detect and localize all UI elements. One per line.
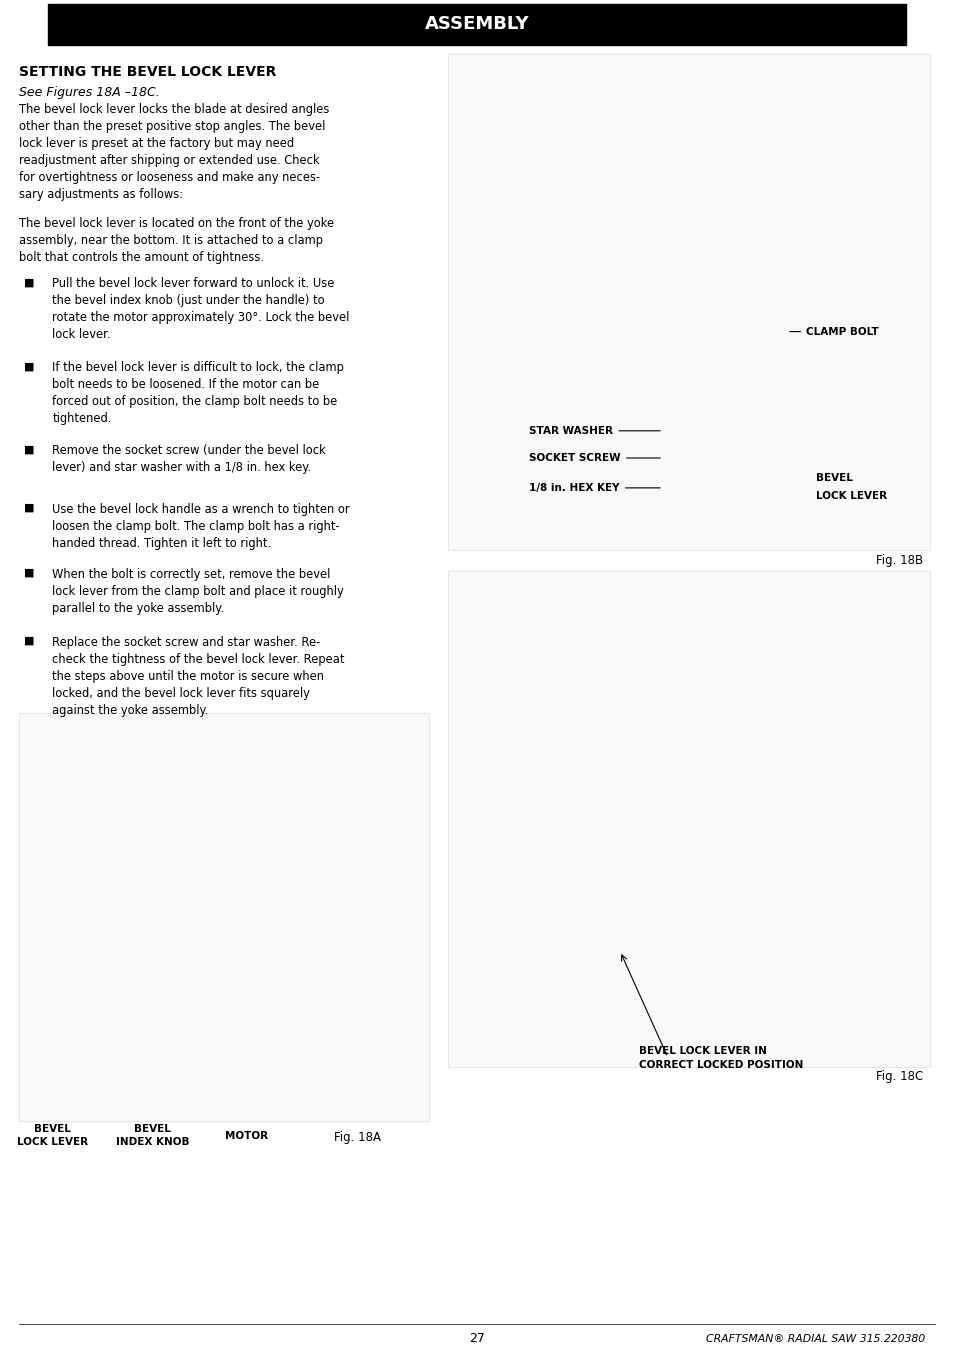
Bar [448, 571, 929, 1067]
Text: ■: ■ [24, 361, 34, 371]
Text: 1/8 in. HEX KEY: 1/8 in. HEX KEY [529, 482, 659, 493]
Text: CRAFTSMAN® RADIAL SAW 315.220380: CRAFTSMAN® RADIAL SAW 315.220380 [705, 1333, 924, 1344]
Text: BEVEL: BEVEL [134, 1124, 171, 1133]
Text: MOTOR: MOTOR [224, 1131, 268, 1140]
Bar [48, 4, 905, 45]
Text: SETTING THE BEVEL LOCK LEVER: SETTING THE BEVEL LOCK LEVER [19, 65, 276, 79]
Text: BEVEL: BEVEL [34, 1124, 71, 1133]
Text: ■: ■ [24, 503, 34, 512]
Text: 27: 27 [469, 1332, 484, 1345]
Text: Fig. 18B: Fig. 18B [876, 554, 923, 568]
Text: ■: ■ [24, 277, 34, 287]
Text: SOCKET SCREW: SOCKET SCREW [529, 453, 659, 463]
Text: Replace the socket screw and star washer. Re-
check the tightness of the bevel l: Replace the socket screw and star washer… [52, 636, 345, 718]
Text: Fig. 18C: Fig. 18C [875, 1070, 923, 1083]
Text: CLAMP BOLT: CLAMP BOLT [789, 326, 878, 337]
Text: STAR WASHER: STAR WASHER [529, 425, 659, 436]
Text: When the bolt is correctly set, remove the bevel
lock lever from the clamp bolt : When the bolt is correctly set, remove t… [52, 568, 344, 616]
Text: The bevel lock lever is located on the front of the yoke
assembly, near the bott: The bevel lock lever is located on the f… [19, 217, 334, 265]
Text: ASSEMBLY: ASSEMBLY [424, 15, 529, 34]
Text: The bevel lock lever locks the blade at desired angles
other than the preset pos: The bevel lock lever locks the blade at … [19, 103, 329, 201]
Bar [19, 713, 429, 1121]
Text: Pull the bevel lock lever forward to unlock it. Use
the bevel index knob (just u: Pull the bevel lock lever forward to unl… [52, 277, 350, 341]
Text: Remove the socket screw (under the bevel lock
lever) and star washer with a 1/8 : Remove the socket screw (under the bevel… [52, 444, 326, 474]
Text: INDEX KNOB: INDEX KNOB [115, 1137, 190, 1147]
Text: If the bevel lock lever is difficult to lock, the clamp
bolt needs to be loosene: If the bevel lock lever is difficult to … [52, 361, 344, 425]
Text: BEVEL: BEVEL [815, 473, 852, 484]
Text: Fig. 18A: Fig. 18A [334, 1131, 381, 1144]
Text: BEVEL LOCK LEVER IN: BEVEL LOCK LEVER IN [639, 1046, 766, 1056]
Text: ■: ■ [24, 444, 34, 454]
Text: See Figures 18A –18C.: See Figures 18A –18C. [19, 86, 160, 99]
Text: ■: ■ [24, 568, 34, 578]
Text: LOCK LEVER: LOCK LEVER [17, 1137, 88, 1147]
Text: Use the bevel lock handle as a wrench to tighten or
loosen the clamp bolt. The c: Use the bevel lock handle as a wrench to… [52, 503, 350, 550]
Text: CORRECT LOCKED POSITION: CORRECT LOCKED POSITION [639, 1060, 802, 1070]
Text: ■: ■ [24, 636, 34, 646]
Text: LOCK LEVER: LOCK LEVER [815, 491, 886, 501]
Bar [448, 54, 929, 550]
